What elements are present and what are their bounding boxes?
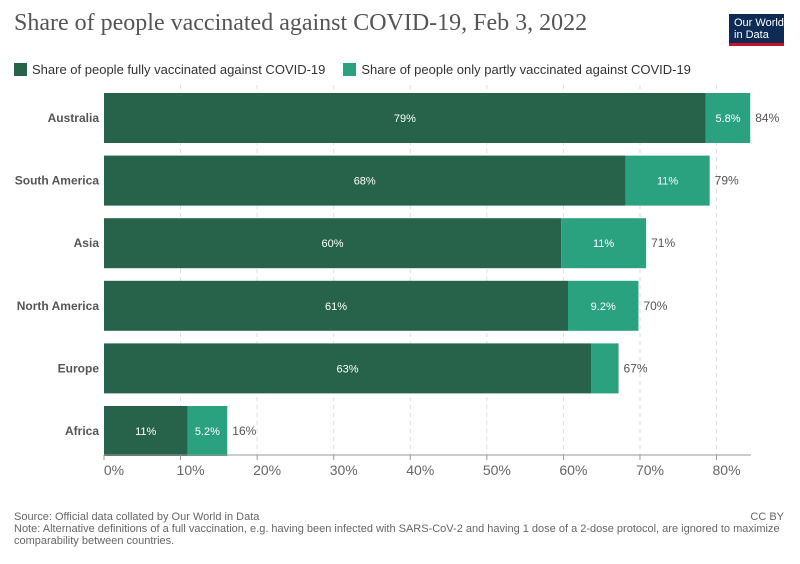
owid-logo[interactable]: Our World in Data: [729, 14, 784, 46]
bar-partly-africa: [187, 406, 228, 456]
bar-fully-asia: [104, 218, 562, 269]
bar-partly-south-america: [625, 155, 710, 206]
x-tick-label: 40%: [406, 462, 434, 478]
total-label-europe: 67%: [624, 361, 648, 375]
bar-fully-africa: [104, 406, 188, 456]
category-label-africa: Africa: [65, 424, 99, 438]
total-label-asia: 71%: [651, 236, 675, 250]
category-label-europe: Europe: [58, 361, 100, 375]
x-tick-label: 10%: [177, 462, 205, 478]
data-label-partly: 5.2%: [195, 426, 220, 438]
legend-item-fully[interactable]: Share of people fully vaccinated against…: [14, 62, 325, 77]
x-tick-label: 80%: [713, 462, 741, 478]
footer: Source: Official data collated by Our Wo…: [14, 511, 784, 547]
logo-line-1: Our World: [734, 17, 784, 29]
x-tick-label: 30%: [330, 462, 358, 478]
bar-partly-north-america: [568, 280, 639, 331]
total-label-africa: 16%: [232, 424, 256, 438]
data-label-fully: 79%: [394, 113, 416, 125]
bar-fully-south-america: [104, 155, 626, 206]
category-label-asia: Asia: [74, 236, 100, 250]
bar-partly-europe: [590, 343, 619, 394]
logo-line-2: in Data: [734, 29, 769, 41]
data-label-fully: 61%: [325, 301, 347, 313]
legend-item-partly[interactable]: Share of people only partly vaccinated a…: [343, 62, 691, 77]
data-label-fully: 63%: [336, 363, 358, 375]
bar-fully-europe: [104, 343, 591, 394]
legend-swatch-partly: [343, 63, 357, 76]
bar-partly-australia: [705, 93, 751, 143]
data-label-partly: 11%: [657, 176, 678, 188]
data-label-partly: 11%: [593, 238, 614, 250]
total-label-north-america: 70%: [643, 299, 667, 313]
bar-partly-asia: [561, 218, 647, 269]
bar-fully-north-america: [104, 280, 569, 331]
data-label-partly: 5.8%: [715, 113, 740, 125]
legend-label-fully: Share of people fully vaccinated against…: [32, 62, 326, 77]
x-tick-label: 60%: [559, 462, 587, 478]
bar-chart: Australia 79% 5.8% 84% South America 68% 11% 79…: [15, 85, 780, 478]
category-label-australia: Australia: [48, 111, 100, 125]
note-text: Note: Alternative definitions of a full …: [14, 523, 780, 547]
total-label-australia: 84%: [755, 111, 779, 125]
data-label-partly: 9.2%: [591, 301, 616, 313]
data-label-fully: 68%: [354, 176, 376, 188]
legend-label-partly: Share of people only partly vaccinated a…: [361, 62, 691, 77]
x-tick-label: 20%: [253, 462, 281, 478]
bar-fully-australia: [104, 93, 706, 143]
legend: Share of people fully vaccinated against…: [14, 62, 709, 77]
category-label-south-america: South America: [15, 174, 100, 188]
data-label-fully: 11%: [135, 426, 156, 438]
data-label-fully: 60%: [322, 238, 344, 250]
x-tick-label: 0%: [104, 462, 124, 478]
legend-swatch-fully: [14, 63, 27, 76]
x-tick-label: 70%: [636, 462, 664, 478]
license-link[interactable]: CC BY: [750, 511, 784, 523]
source-text: Source: Official data collated by Our Wo…: [14, 511, 260, 523]
category-label-north-america: North America: [17, 299, 100, 313]
chart-title: Share of people vaccinated against COVID…: [14, 10, 588, 36]
total-label-south-america: 79%: [715, 174, 739, 188]
x-tick-label: 50%: [483, 462, 511, 478]
